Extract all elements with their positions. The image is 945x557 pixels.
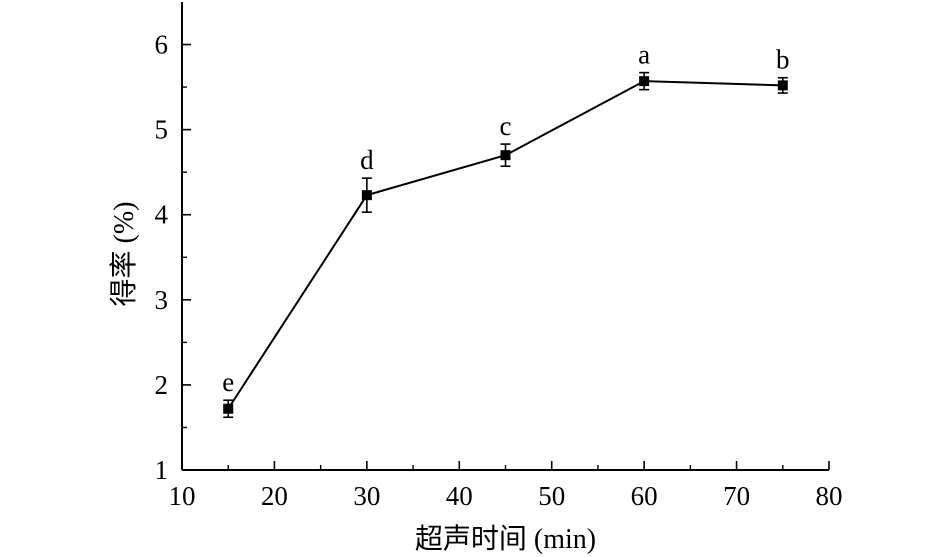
x-tick-label: 80 — [816, 481, 843, 511]
x-tick-label: 20 — [261, 481, 288, 511]
y-axis-title: 得率 (%) — [108, 202, 140, 307]
series-group: e d c a b — [222, 40, 790, 419]
axes — [181, 2, 829, 471]
significance-label: b — [776, 45, 790, 75]
y-tick-label: 3 — [155, 285, 169, 315]
y-tick-label: 5 — [155, 115, 169, 145]
data-point — [777, 80, 788, 91]
x-axis-title: 超声时间 (min) — [415, 523, 596, 555]
x-tick-label: 70 — [723, 481, 750, 511]
significance-label: a — [638, 40, 650, 70]
significance-label: c — [500, 111, 512, 141]
data-point — [639, 76, 650, 87]
y-tick-label: 6 — [155, 30, 169, 60]
data-point — [361, 190, 372, 201]
x-tick-label: 40 — [446, 481, 473, 511]
x-tick-label: 50 — [538, 481, 565, 511]
x-ticks: 10 20 30 40 50 60 70 80 — [169, 461, 843, 511]
x-tick-label: 30 — [353, 481, 380, 511]
x-tick-label: 10 — [169, 481, 196, 511]
data-point — [223, 403, 234, 414]
y-tick-label: 1 — [155, 455, 169, 485]
x-tick-label: 60 — [631, 481, 658, 511]
significance-label: e — [222, 367, 234, 397]
data-point — [500, 150, 511, 161]
y-tick-label: 4 — [155, 200, 169, 230]
significance-label: d — [360, 145, 374, 175]
y-ticks: 1 2 3 4 5 6 — [155, 30, 191, 485]
y-tick-label: 2 — [155, 370, 169, 400]
